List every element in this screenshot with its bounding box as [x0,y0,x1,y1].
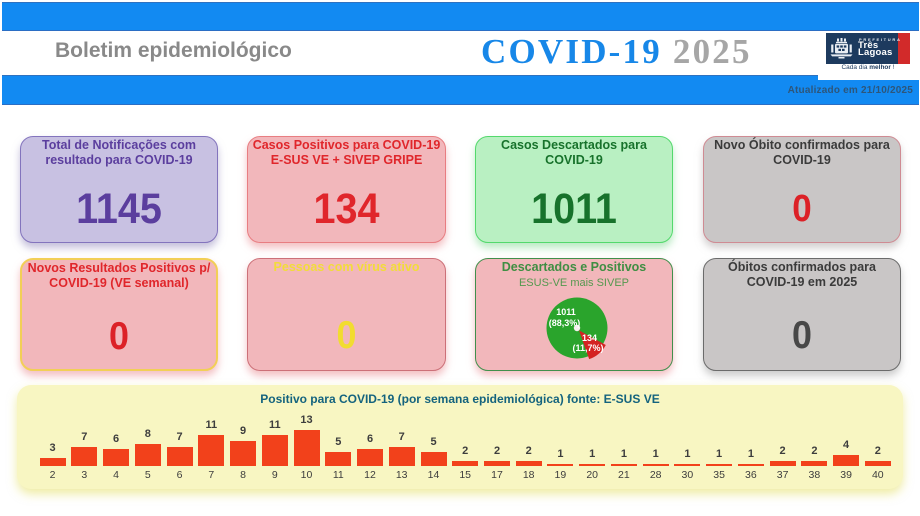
svg-text:(88,3%): (88,3%) [549,318,581,328]
svg-text:134: 134 [582,333,597,343]
svg-text:1011: 1011 [556,307,576,317]
svg-text:(11,7%): (11,7%) [572,343,603,353]
